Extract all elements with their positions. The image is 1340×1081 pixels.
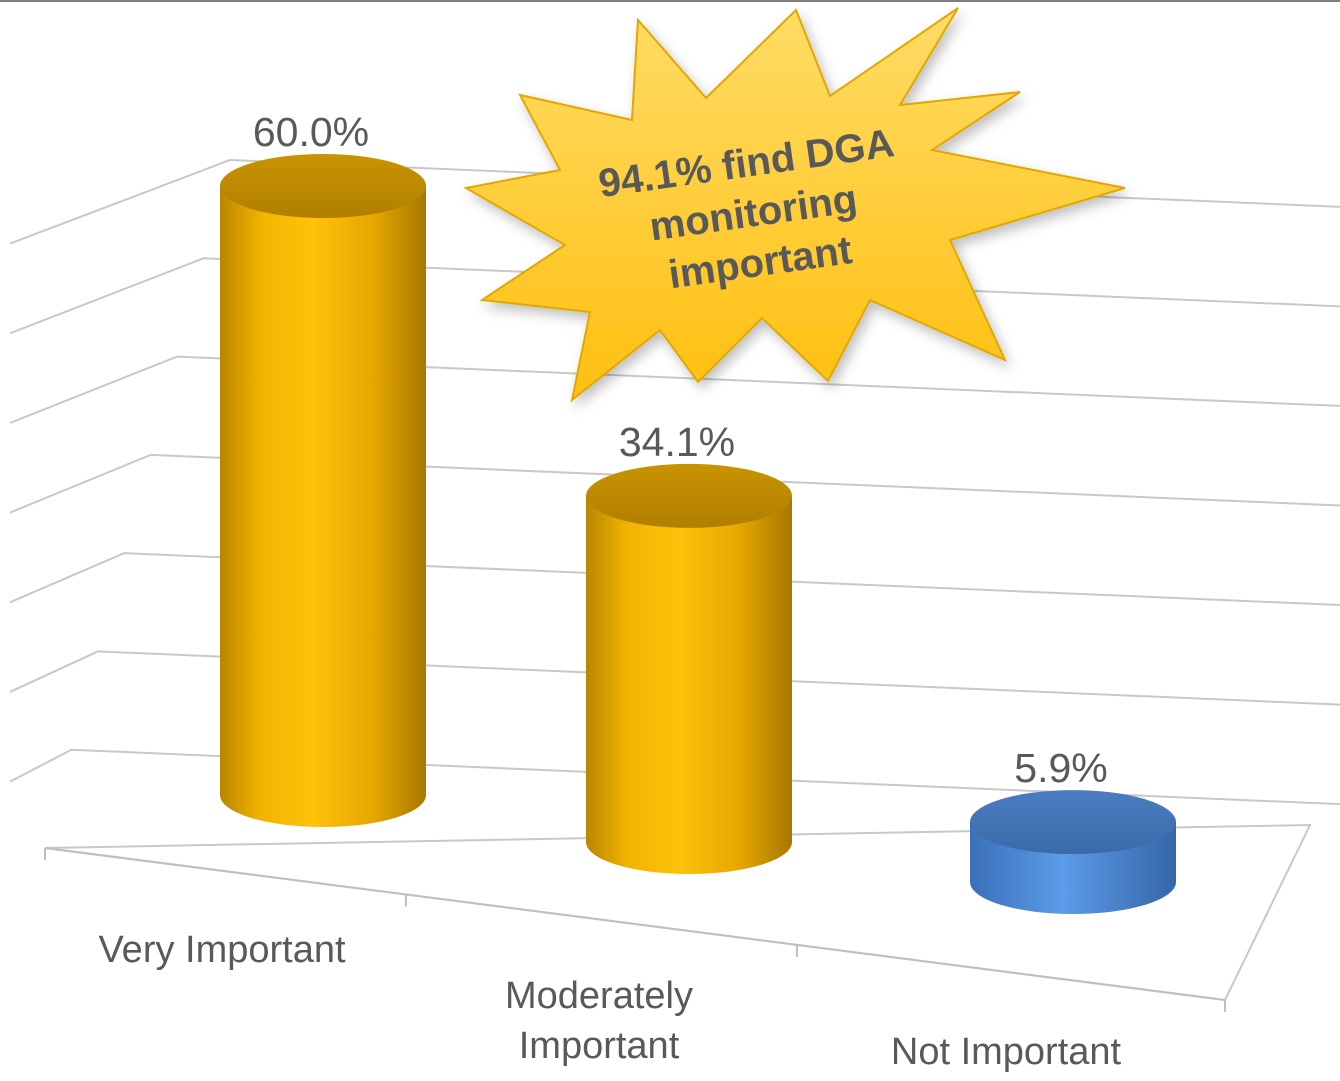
bar-top (220, 154, 426, 218)
gridline (9, 355, 1340, 424)
gridlines (9, 158, 1340, 806)
gridline (9, 453, 1340, 514)
bars (220, 154, 1176, 914)
category-label-line: Very Important (98, 929, 346, 971)
category-labels: Very Important Moderately Important Not Imp… (98, 929, 1121, 1073)
category-label: Not Important (891, 1031, 1122, 1073)
gridline (9, 650, 1340, 706)
category-label: Very Important (98, 929, 346, 971)
bar-1 (586, 463, 792, 874)
x-axis-line (44, 847, 1226, 1001)
callout-starburst: 94.1% find DGAmonitoringimportant (463, 7, 1126, 403)
category-label-line: Important (519, 1025, 680, 1067)
bar-0 (220, 154, 426, 827)
bar-top (970, 790, 1176, 855)
bar-body (220, 186, 426, 827)
starburst-shape (463, 7, 1126, 403)
bar-body (586, 495, 792, 874)
data-label: 60.0% (253, 109, 369, 155)
data-labels: 60.0% 34.1% 5.9% (253, 109, 1108, 791)
data-label: 5.9% (1014, 745, 1107, 791)
category-label: Moderately Important (505, 975, 693, 1067)
gridline (9, 748, 1340, 806)
category-label-line: Not Important (891, 1031, 1122, 1073)
data-label: 34.1% (619, 419, 735, 465)
bar-2 (970, 790, 1176, 914)
category-label-line: Moderately (505, 975, 693, 1017)
gridline (9, 552, 1340, 607)
bar-top (586, 463, 792, 528)
